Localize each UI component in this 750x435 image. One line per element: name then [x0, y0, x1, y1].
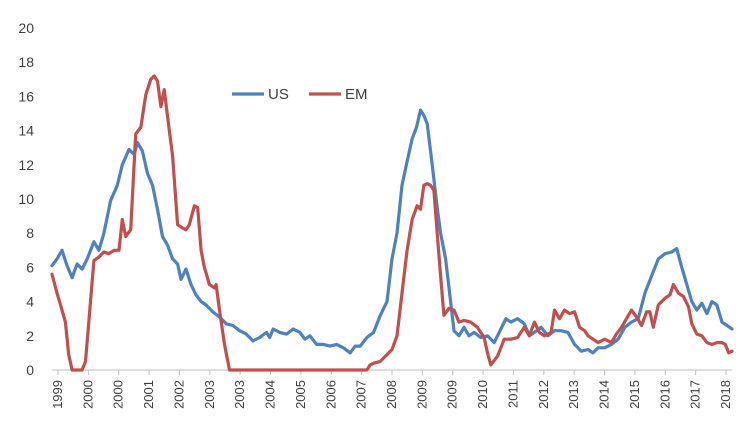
- legend-label-us: US: [268, 86, 289, 103]
- y-tick-label: 18: [18, 54, 34, 70]
- series-line-em: [50, 74, 734, 372]
- y-tick-label: 10: [18, 191, 34, 207]
- y-axis-ticks: 0 2 4 6 8 10 12 14 16 18 20: [18, 20, 34, 378]
- y-tick-label: 16: [18, 88, 34, 104]
- x-tick-label: 2013: [566, 380, 581, 409]
- x-tick-label: 2016: [657, 380, 672, 409]
- legend: US EM: [232, 86, 368, 103]
- x-tick-label: 2003: [202, 380, 217, 409]
- x-tick-label: 2000: [80, 380, 95, 409]
- legend-label-em: EM: [345, 86, 368, 103]
- y-tick-label: 20: [18, 20, 34, 36]
- series-lines: [50, 74, 734, 372]
- x-tick-label: 2009: [445, 380, 460, 409]
- x-tick-label: 2009: [414, 380, 429, 409]
- y-tick-label: 8: [26, 225, 34, 241]
- x-tick-label: 2018: [718, 380, 733, 409]
- y-tick-label: 12: [18, 157, 34, 173]
- y-tick-label: 0: [26, 362, 34, 378]
- x-tick-label: 2006: [323, 380, 338, 409]
- y-tick-label: 4: [26, 294, 34, 310]
- x-tick-label: 2014: [597, 380, 612, 409]
- x-tick-label: 2017: [688, 380, 703, 409]
- y-tick-label: 14: [18, 123, 34, 139]
- x-tick-label: 2004: [263, 380, 278, 409]
- series-line-us: [50, 108, 734, 355]
- x-tick-label: 2015: [627, 380, 642, 409]
- x-tick-label: 2000: [111, 380, 126, 409]
- x-tick-label: 2007: [354, 380, 369, 409]
- x-tick-label: 2011: [505, 380, 520, 408]
- x-tick-label: 2001: [141, 380, 156, 409]
- x-tick-label: 2003: [232, 380, 247, 409]
- y-tick-label: 2: [26, 328, 34, 344]
- y-tick-label: 6: [26, 259, 34, 275]
- x-tick-label: 1999: [50, 380, 65, 409]
- x-tick-label: 2010: [475, 380, 490, 409]
- x-tick-label: 2002: [171, 380, 186, 409]
- x-tick-label: 2008: [384, 380, 399, 409]
- x-axis: 1999 2000 2000 2001 2002 2003 2003 2004 2005 2006…: [50, 369, 733, 409]
- x-tick-label: 2005: [293, 380, 308, 409]
- x-tick-label: 2012: [536, 380, 551, 409]
